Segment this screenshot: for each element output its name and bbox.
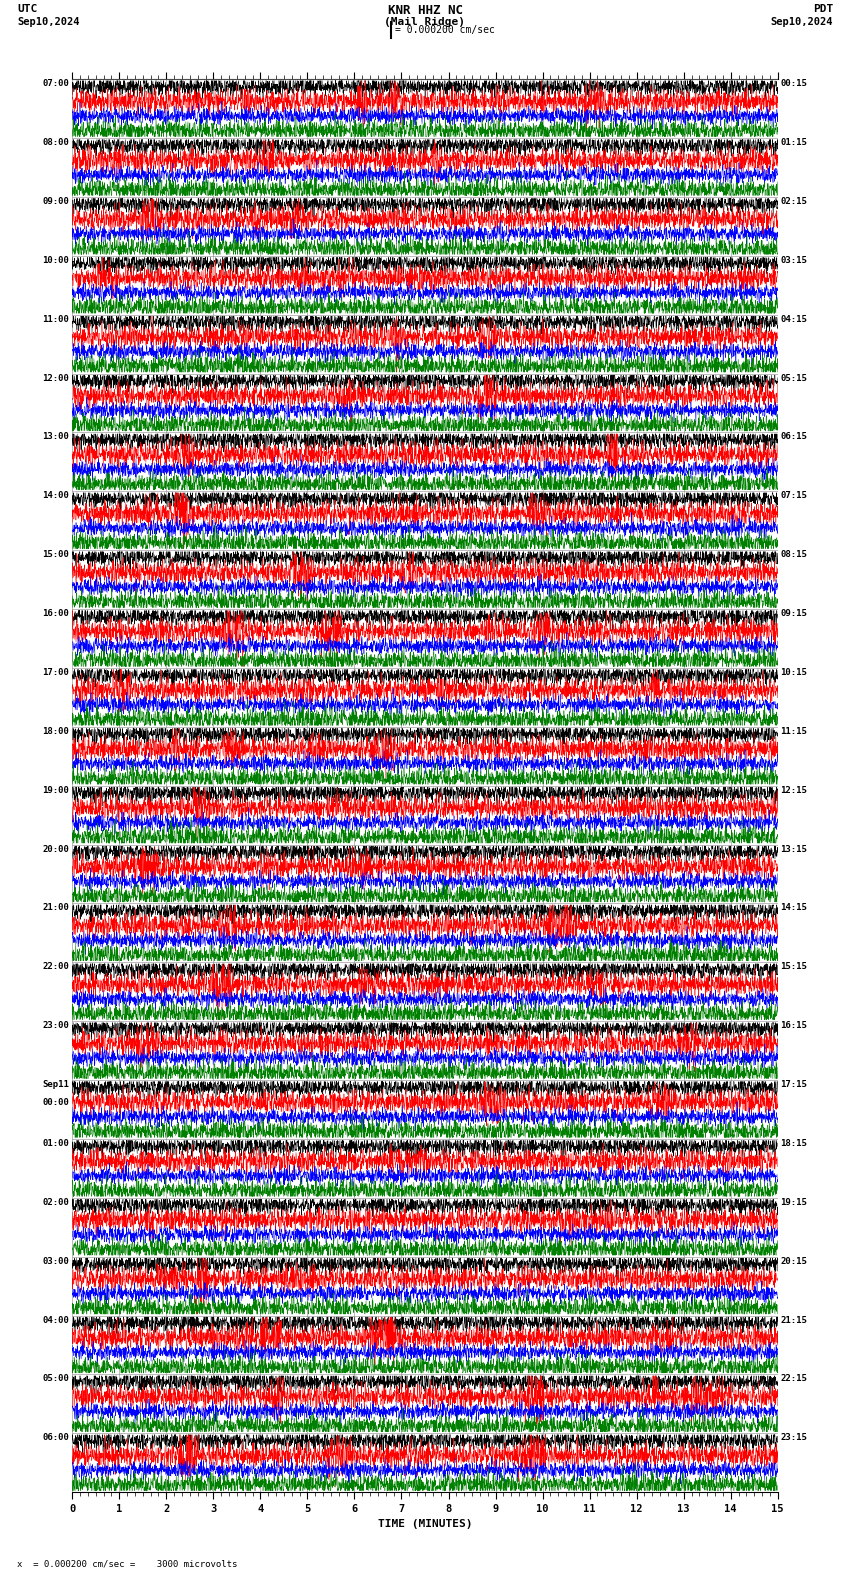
Text: 02:15: 02:15 xyxy=(780,196,808,206)
Text: 22:15: 22:15 xyxy=(780,1375,808,1383)
Text: 22:00: 22:00 xyxy=(42,963,70,971)
Text: 06:00: 06:00 xyxy=(42,1434,70,1443)
Text: 20:15: 20:15 xyxy=(780,1256,808,1266)
Text: 23:15: 23:15 xyxy=(780,1434,808,1443)
Text: UTC: UTC xyxy=(17,3,37,14)
Text: 00:00: 00:00 xyxy=(42,1098,70,1107)
Text: 23:00: 23:00 xyxy=(42,1022,70,1030)
Text: 16:15: 16:15 xyxy=(780,1022,808,1030)
Text: 16:00: 16:00 xyxy=(42,610,70,618)
Text: 14:15: 14:15 xyxy=(780,903,808,912)
Text: PDT: PDT xyxy=(813,3,833,14)
Text: 19:00: 19:00 xyxy=(42,786,70,795)
Text: (Mail Ridge): (Mail Ridge) xyxy=(384,16,466,27)
Text: 15:15: 15:15 xyxy=(780,963,808,971)
Text: 04:15: 04:15 xyxy=(780,315,808,323)
Text: Sep11: Sep11 xyxy=(42,1080,70,1090)
Text: 08:15: 08:15 xyxy=(780,550,808,559)
X-axis label: TIME (MINUTES): TIME (MINUTES) xyxy=(377,1519,473,1530)
Text: 11:00: 11:00 xyxy=(42,315,70,323)
Text: 05:00: 05:00 xyxy=(42,1375,70,1383)
Text: 21:15: 21:15 xyxy=(780,1315,808,1324)
Text: x  = 0.000200 cm/sec =    3000 microvolts: x = 0.000200 cm/sec = 3000 microvolts xyxy=(17,1559,237,1568)
Text: 10:15: 10:15 xyxy=(780,668,808,676)
Text: = 0.000200 cm/sec: = 0.000200 cm/sec xyxy=(395,25,495,35)
Text: 12:00: 12:00 xyxy=(42,374,70,383)
Text: 12:15: 12:15 xyxy=(780,786,808,795)
Text: 17:00: 17:00 xyxy=(42,668,70,676)
Text: 02:00: 02:00 xyxy=(42,1198,70,1207)
Text: 03:15: 03:15 xyxy=(780,255,808,265)
Text: 07:15: 07:15 xyxy=(780,491,808,501)
Text: 11:15: 11:15 xyxy=(780,727,808,737)
Text: 13:00: 13:00 xyxy=(42,432,70,442)
Text: 04:00: 04:00 xyxy=(42,1315,70,1324)
Text: 13:15: 13:15 xyxy=(780,844,808,854)
Text: 15:00: 15:00 xyxy=(42,550,70,559)
Text: 18:00: 18:00 xyxy=(42,727,70,737)
Text: 18:15: 18:15 xyxy=(780,1139,808,1148)
Text: 09:15: 09:15 xyxy=(780,610,808,618)
Text: Sep10,2024: Sep10,2024 xyxy=(17,16,80,27)
Text: 20:00: 20:00 xyxy=(42,844,70,854)
Text: 03:00: 03:00 xyxy=(42,1256,70,1266)
Text: 05:15: 05:15 xyxy=(780,374,808,383)
Text: 14:00: 14:00 xyxy=(42,491,70,501)
Text: KNR HHZ NC: KNR HHZ NC xyxy=(388,3,462,17)
Text: Sep10,2024: Sep10,2024 xyxy=(770,16,833,27)
Text: 10:00: 10:00 xyxy=(42,255,70,265)
Text: 08:00: 08:00 xyxy=(42,138,70,147)
Text: 21:00: 21:00 xyxy=(42,903,70,912)
Text: 19:15: 19:15 xyxy=(780,1198,808,1207)
Text: 17:15: 17:15 xyxy=(780,1080,808,1090)
Text: 01:00: 01:00 xyxy=(42,1139,70,1148)
Text: 01:15: 01:15 xyxy=(780,138,808,147)
Text: 00:15: 00:15 xyxy=(780,79,808,89)
Text: 07:00: 07:00 xyxy=(42,79,70,89)
Text: 09:00: 09:00 xyxy=(42,196,70,206)
Text: 06:15: 06:15 xyxy=(780,432,808,442)
